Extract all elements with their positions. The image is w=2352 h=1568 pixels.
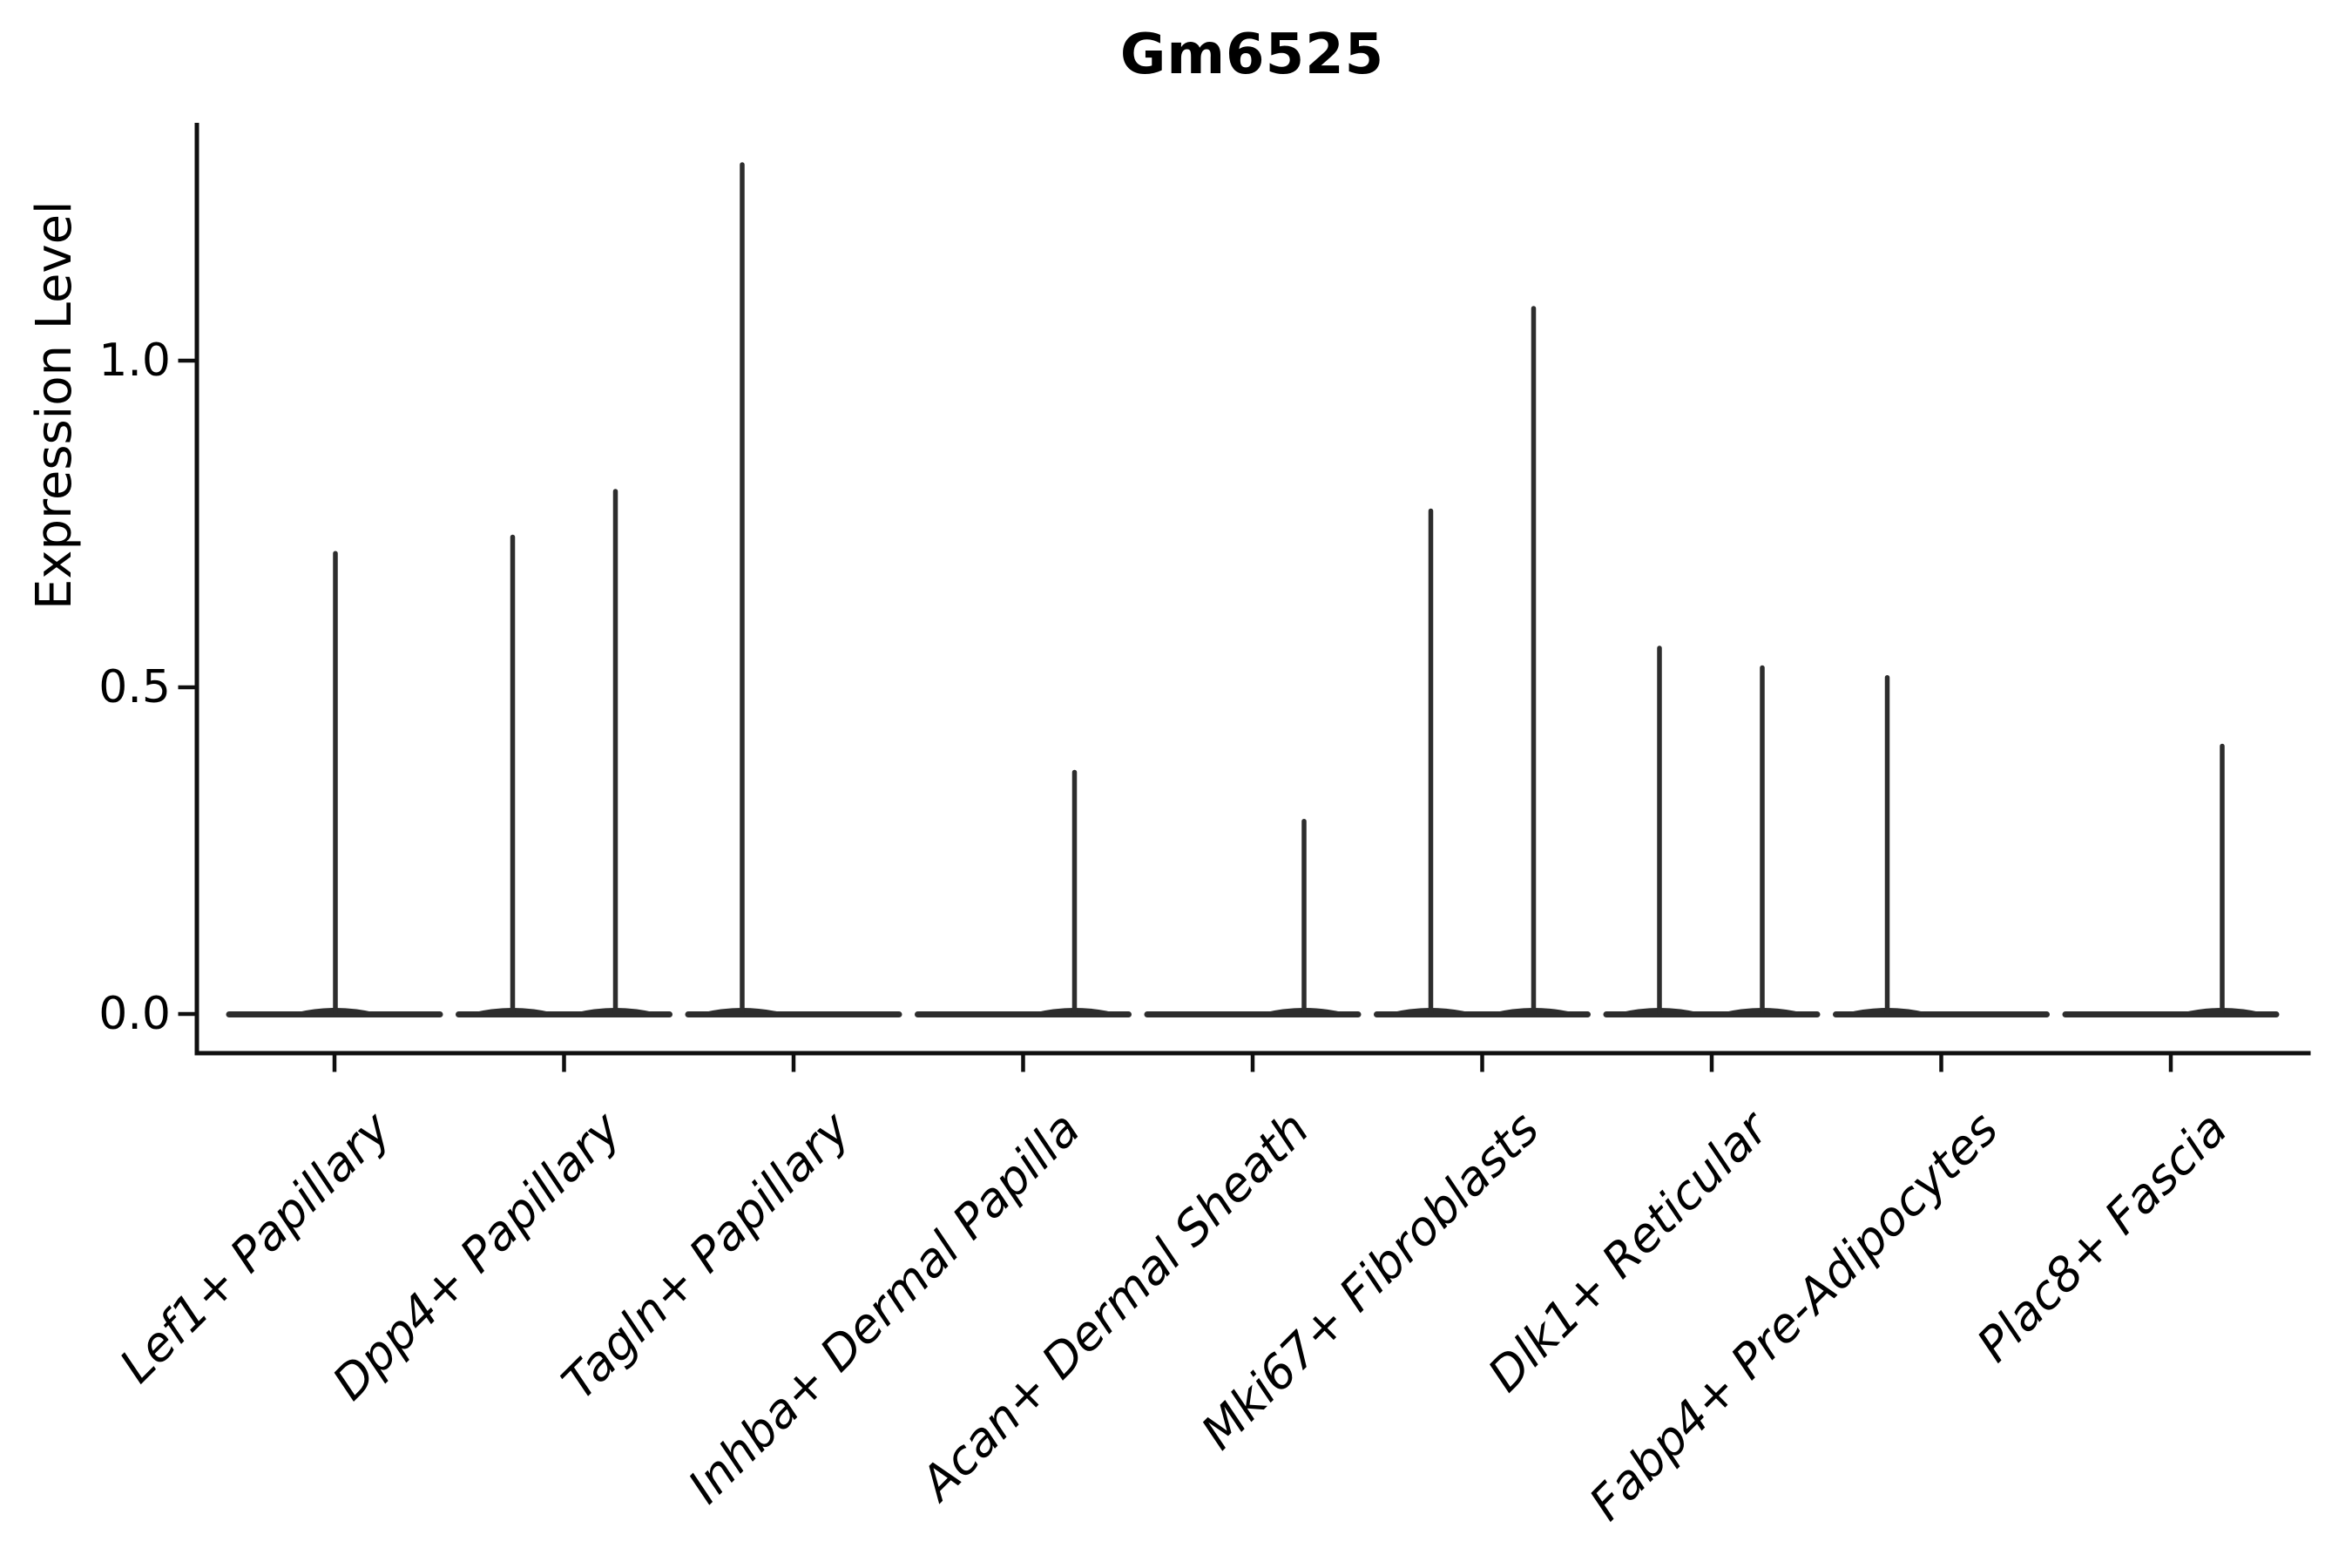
y-tick-label: 0.5 <box>98 661 171 713</box>
x-axis-spine <box>194 1051 2311 1056</box>
y-tick-label: 1.0 <box>98 335 171 387</box>
y-tick-label: 0.0 <box>98 988 171 1040</box>
y-axis-spine <box>194 123 199 1056</box>
chart-title: Gm6525 <box>1119 23 1385 87</box>
